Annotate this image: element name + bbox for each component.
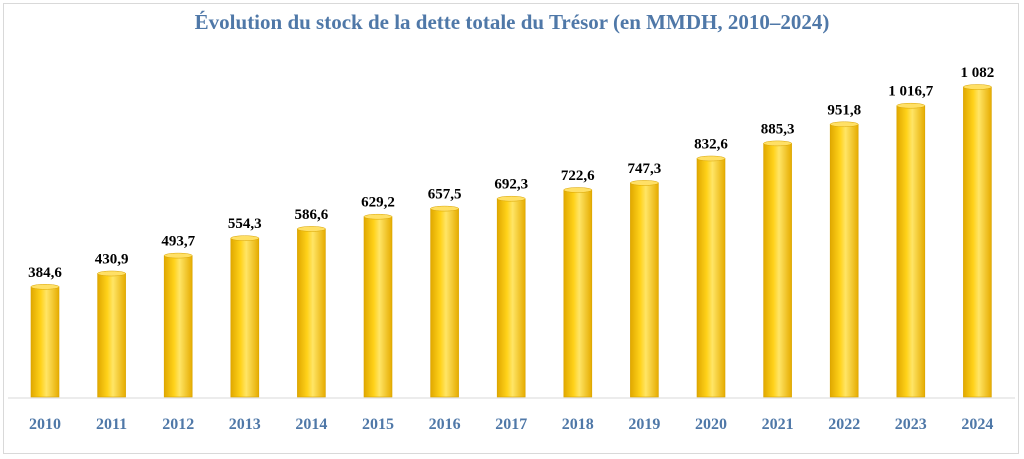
x-tick-label-2017: 2017 xyxy=(495,416,527,433)
bar-2015 xyxy=(363,216,393,398)
bar-2023 xyxy=(896,105,926,398)
x-tick-label-2016: 2016 xyxy=(429,416,461,433)
bar-cap-2017 xyxy=(496,195,526,202)
data-label-2023: 1 016,7 xyxy=(888,84,934,100)
bar-cap-2015 xyxy=(363,213,393,220)
bar-2021 xyxy=(763,143,792,398)
bar-cap-2013 xyxy=(230,235,260,241)
data-labels-group: 384,6 430,9 493,7 554,3 586,6 629,2 657,5 692,3… xyxy=(28,65,994,281)
data-label-2017: 692,3 xyxy=(494,177,528,193)
bar-2020 xyxy=(696,158,726,398)
data-label-2018: 722,6 xyxy=(561,168,595,184)
x-tick-label-2011: 2011 xyxy=(96,416,127,433)
data-label-2020: 832,6 xyxy=(694,137,728,153)
x-tick-label-2018: 2018 xyxy=(562,416,594,433)
data-label-2016: 657,5 xyxy=(428,187,462,203)
bar-cap-2019 xyxy=(630,180,659,186)
bar-cap-2018 xyxy=(563,187,593,193)
x-tick-label-2012: 2012 xyxy=(162,416,194,433)
x-tick-label-2010: 2010 xyxy=(29,416,61,433)
bar-2014 xyxy=(297,228,326,398)
bar-cap-2012 xyxy=(163,252,193,259)
x-tick-label-2023: 2023 xyxy=(895,416,927,433)
chart-title: Évolution du stock de la dette totale du… xyxy=(194,10,830,34)
bar-2011 xyxy=(97,273,126,398)
data-label-2015: 629,2 xyxy=(361,195,395,211)
bar-cap-2010 xyxy=(30,284,60,290)
x-tick-label-2020: 2020 xyxy=(695,416,727,433)
data-label-2010: 384,6 xyxy=(28,265,62,281)
bar-cap-2022 xyxy=(829,121,859,128)
bar-cap-2023 xyxy=(896,102,926,109)
bar-2024 xyxy=(963,86,992,398)
data-label-2024: 1 082 xyxy=(961,65,995,81)
x-tick-label-2013: 2013 xyxy=(229,416,261,433)
bar-2019 xyxy=(630,182,659,398)
bar-2022 xyxy=(829,124,859,398)
x-tick-label-2019: 2019 xyxy=(628,416,660,433)
bar-cap-2021 xyxy=(763,140,792,147)
bar-2013 xyxy=(230,237,260,398)
bar-cap-2024 xyxy=(963,84,992,90)
bar-cap-2020 xyxy=(696,155,726,162)
bar-cap-2011 xyxy=(97,270,126,277)
bar-2017 xyxy=(496,198,526,398)
bar-2010 xyxy=(30,286,60,398)
data-label-2013: 554,3 xyxy=(228,216,262,232)
x-tick-labels-group: 2010 2011 2012 2013 2014 2015 2016 2017 2018 2019… xyxy=(29,416,993,433)
data-label-2011: 430,9 xyxy=(95,252,129,268)
x-tick-label-2015: 2015 xyxy=(362,416,394,433)
x-tick-label-2024: 2024 xyxy=(961,416,993,433)
bar-2012 xyxy=(163,255,193,398)
bars-group xyxy=(30,84,992,398)
bar-cap-2014 xyxy=(297,226,326,232)
x-tick-label-2014: 2014 xyxy=(295,416,327,433)
bar-2018 xyxy=(563,189,593,398)
data-label-2019: 747,3 xyxy=(628,161,662,177)
data-label-2012: 493,7 xyxy=(161,234,195,250)
x-tick-label-2021: 2021 xyxy=(762,416,794,433)
data-label-2021: 885,3 xyxy=(761,121,795,137)
data-label-2014: 586,6 xyxy=(295,207,329,223)
x-tick-label-2022: 2022 xyxy=(828,416,860,433)
bar-2016 xyxy=(430,208,459,398)
data-label-2022: 951,8 xyxy=(827,102,861,118)
bar-cap-2016 xyxy=(430,205,459,212)
